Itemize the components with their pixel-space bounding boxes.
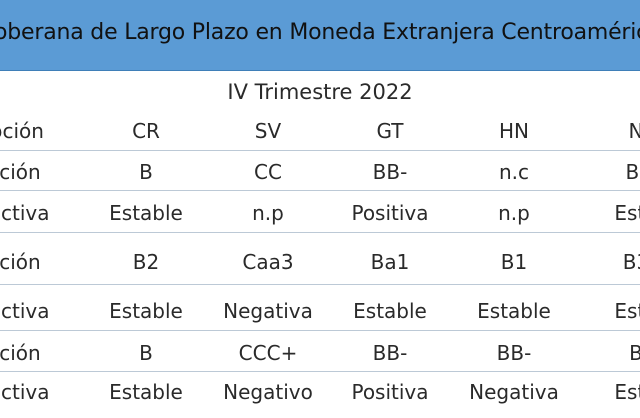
cell-ni: Esta [614, 201, 640, 225]
cell-cr: Estable [109, 299, 183, 323]
header-cr: CR [132, 119, 160, 143]
table-title: oberana de Largo Plazo en Moneda Extranj… [0, 20, 640, 45]
table-row: cación B2 Caa3 Ba1 B1 B3 [0, 240, 640, 285]
cell-cr: B [139, 341, 153, 365]
row-label: pectiva [0, 299, 50, 323]
cell-sv: CCC+ [238, 341, 298, 365]
row-label: cación [0, 160, 41, 184]
cell-cr: B2 [132, 250, 160, 274]
cell-sv: Negativa [223, 299, 313, 323]
row-label: cación [0, 250, 41, 274]
cell-gt: BB- [372, 160, 408, 184]
table-row: pectiva Estable Negativa Estable Estable… [0, 290, 640, 331]
cell-sv: Negativo [223, 380, 313, 404]
header-description: ripción [0, 119, 44, 143]
row-label: pectiva [0, 201, 50, 225]
header-sv: SV [254, 119, 282, 143]
cell-ni: Esta [614, 299, 640, 323]
cell-hn: B1 [500, 250, 528, 274]
cell-sv: CC [254, 160, 282, 184]
cell-hn: Negativa [469, 380, 559, 404]
cell-ni: B3 [622, 250, 640, 274]
cell-hn: BB- [496, 341, 532, 365]
cell-ni: Esta [614, 380, 640, 404]
row-label: pectiva [0, 380, 50, 404]
cell-hn: n.p [498, 201, 530, 225]
table-title-banner: oberana de Largo Plazo en Moneda Extranj… [0, 0, 640, 71]
cell-gt: Estable [353, 299, 427, 323]
cell-ni: B [629, 341, 640, 365]
table-row: pectiva Estable n.p Positiva n.p Esta [0, 192, 640, 233]
row-label: cación [0, 341, 41, 365]
cell-hn: Estable [477, 299, 551, 323]
cell-cr: Estable [109, 201, 183, 225]
cell-gt: Ba1 [370, 250, 410, 274]
cell-cr: B [139, 160, 153, 184]
cell-gt: Positiva [351, 380, 429, 404]
header-row: ripción CR SV GT HN N [0, 112, 640, 151]
period-subtitle: IV Trimestre 2022 [227, 80, 413, 104]
table-row: cación B CCC+ BB- BB- B [0, 333, 640, 372]
cell-hn: n.c [498, 160, 530, 184]
cell-ni: B- [625, 160, 640, 184]
cell-gt: BB- [372, 341, 408, 365]
header-ni: N [628, 119, 640, 143]
cell-cr: Estable [109, 380, 183, 404]
cell-sv: Caa3 [242, 250, 294, 274]
cell-gt: Positiva [351, 201, 429, 225]
header-hn: HN [499, 119, 529, 143]
header-gt: GT [376, 119, 404, 143]
table-row: cación B CC BB- n.c B- [0, 152, 640, 191]
cell-sv: n.p [252, 201, 284, 225]
table-row: pectiva Estable Negativo Positiva Negati… [0, 373, 640, 417]
